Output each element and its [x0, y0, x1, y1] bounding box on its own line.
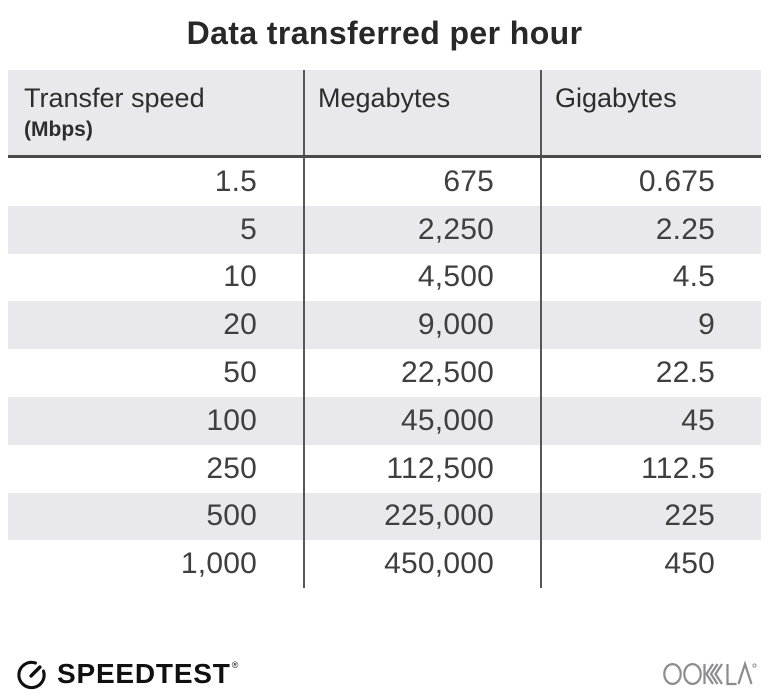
table-cell-gigabytes: 0.675: [540, 158, 761, 206]
ookla-logo: [663, 661, 757, 687]
registered-trademark-icon: ®: [231, 660, 240, 670]
table-row: 20 9,000 9: [8, 301, 761, 350]
table-cell-speed: 20: [223, 308, 257, 342]
speedtest-logo: SPEEDTEST ®: [15, 658, 239, 691]
table-cell-gigabytes: 45: [540, 396, 761, 445]
table-row: 50 22,500 22.5: [8, 349, 761, 397]
speedtest-label: SPEEDTEST: [57, 658, 231, 689]
table-row: 1.5 675 0.675: [8, 158, 761, 206]
header-sublabel-mbps: (Mbps): [24, 117, 93, 141]
table-row: 100 45,000 45: [8, 396, 761, 445]
table-cell-megabytes: 112,500: [303, 444, 540, 493]
header-megabytes: Megabytes: [303, 70, 540, 155]
table-cell-speed: 10: [223, 260, 257, 294]
header-label: Gigabytes: [555, 83, 677, 113]
table-cell-megabytes: 4,500: [303, 253, 540, 302]
header-gigabytes: Gigabytes: [540, 70, 761, 155]
table-header-row: Transfer speed (Mbps) Megabytes Gigabyte…: [8, 70, 761, 158]
header-transfer-speed: Transfer speed (Mbps): [8, 70, 303, 155]
header-label: Megabytes: [318, 83, 451, 113]
ookla-wordmark-icon: [663, 661, 757, 686]
table-cell-speed: 100: [206, 403, 257, 437]
table-cell-speed: 250: [206, 451, 257, 485]
table-cell-megabytes: 9,000: [303, 301, 540, 350]
table-cell-gigabytes: 4.5: [540, 253, 761, 302]
table-cell-megabytes: 22,500: [303, 349, 540, 397]
table-cell-speed: 50: [223, 356, 257, 390]
table-cell-speed: 500: [206, 499, 257, 533]
table-row: 5 2,250 2.25: [8, 205, 761, 254]
table-cell-megabytes: 45,000: [303, 396, 540, 445]
table-cell-gigabytes: 225: [540, 492, 761, 541]
table-cell-megabytes: 450,000: [303, 540, 540, 589]
table-cell-speed: 1.5: [214, 164, 257, 198]
table-cell-gigabytes: 2.25: [540, 205, 761, 254]
table-row: 500 225,000 225: [8, 492, 761, 541]
table-cell-megabytes: 2,250: [303, 205, 540, 254]
speedtest-gauge-icon: [17, 660, 46, 689]
data-table: Transfer speed (Mbps) Megabytes Gigabyte…: [8, 70, 761, 589]
footer: SPEEDTEST ®: [15, 656, 757, 692]
table-cell-megabytes: 675: [303, 158, 540, 206]
table-cell-speed: 5: [240, 212, 257, 246]
table-row: 10 4,500 4.5: [8, 253, 761, 302]
table-cell-gigabytes: 112.5: [540, 444, 761, 493]
table-row: 250 112,500 112.5: [8, 444, 761, 493]
table-cell-gigabytes: 22.5: [540, 349, 761, 397]
table-cell-gigabytes: 450: [540, 540, 761, 589]
table-row: 1,000 450,000 450: [8, 540, 761, 589]
table-cell-megabytes: 225,000: [303, 492, 540, 541]
speedtest-wordmark: SPEEDTEST ®: [57, 660, 239, 688]
page-title: Data transferred per hour: [186, 15, 583, 51]
table-cell-gigabytes: 9: [540, 301, 761, 350]
header-label: Transfer speed: [24, 83, 205, 113]
table-body: 1.5 675 0.675 5 2,250 2.25 10 4,500 4.5 …: [8, 158, 761, 589]
table-cell-speed: 1,000: [180, 547, 257, 581]
